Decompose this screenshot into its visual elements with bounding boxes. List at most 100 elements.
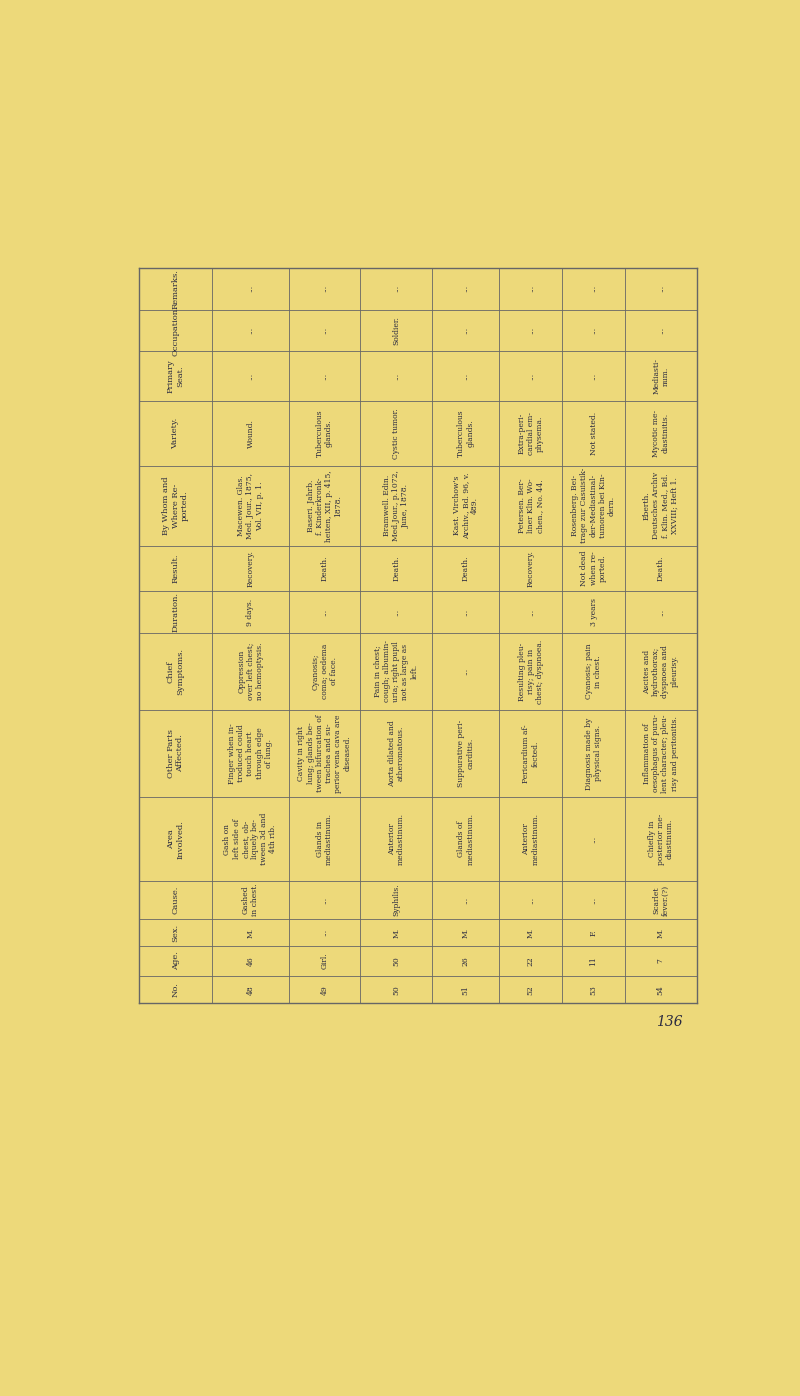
Text: Death.: Death. xyxy=(392,556,400,581)
Text: Finger when in-
troduced could
touch heart
through edge
of lung.: Finger when in- troduced could touch hea… xyxy=(228,723,273,783)
Text: F.: F. xyxy=(590,930,598,935)
Text: Cyanosis;
coma; oedema
of face.: Cyanosis; coma; oedema of face. xyxy=(311,644,338,699)
Text: Chief
Symptoms.: Chief Symptoms. xyxy=(167,648,184,695)
Text: Not dead
when re-
ported.: Not dead when re- ported. xyxy=(580,551,606,586)
Text: Recovery.: Recovery. xyxy=(527,550,535,588)
Text: Variety.: Variety. xyxy=(171,417,179,450)
Text: Death.: Death. xyxy=(657,556,665,581)
Text: Syphilis.: Syphilis. xyxy=(392,884,400,916)
Text: Primary
Seat.: Primary Seat. xyxy=(167,359,184,394)
Text: ...: ... xyxy=(321,896,329,903)
Text: Recovery.: Recovery. xyxy=(246,550,254,588)
Text: ...: ... xyxy=(590,836,598,843)
Text: Area
Involved.: Area Involved. xyxy=(167,819,184,859)
Text: 53: 53 xyxy=(590,984,598,994)
Text: Rosenberg. Bei-
trage zur Casuistik-
der-Mediastinal-
tumoren bei Kin-
dern.: Rosenberg. Bei- trage zur Casuistik- der… xyxy=(571,468,616,543)
Text: ...: ... xyxy=(527,285,535,292)
Text: Cavity in right
lung; glands be-
tween bifurcation of
trachea and su-
perior ven: Cavity in right lung; glands be- tween b… xyxy=(298,715,351,793)
Text: Oppression
over left chest;
no hemoptysis.: Oppression over left chest; no hemoptysi… xyxy=(238,642,264,701)
Text: Gashed
in chest.: Gashed in chest. xyxy=(242,884,259,916)
Text: ...: ... xyxy=(462,327,470,334)
Text: By Whom and
Where Re-
ported.: By Whom and Where Re- ported. xyxy=(162,476,189,535)
Text: ...: ... xyxy=(462,667,470,676)
Text: 50: 50 xyxy=(392,956,400,966)
Text: Kast. Virchow's
Archiv., Bd. 96, v.
489.: Kast. Virchow's Archiv., Bd. 96, v. 489. xyxy=(453,472,479,539)
Text: Eberth.
Deutsches Archiv
f. Klin. Med., Bd.
XXVIII; Heft 1.: Eberth. Deutsches Archiv f. Klin. Med., … xyxy=(643,472,678,539)
Text: No.: No. xyxy=(171,983,179,997)
Text: M.: M. xyxy=(246,927,254,938)
Text: Tuberculous
glands.: Tuberculous glands. xyxy=(316,409,333,456)
Text: Remarks.: Remarks. xyxy=(171,268,179,309)
Text: ...: ... xyxy=(527,896,535,903)
Text: Inflammation of
oesophagus of puru-
lent character; pleu-
risy and peritonitis.: Inflammation of oesophagus of puru- lent… xyxy=(643,715,678,793)
Text: ...: ... xyxy=(590,896,598,903)
Text: Anterior
mediastinum.: Anterior mediastinum. xyxy=(522,812,539,866)
Text: 26: 26 xyxy=(462,956,470,966)
Text: M.: M. xyxy=(527,927,535,938)
Text: Soldier.: Soldier. xyxy=(392,315,400,345)
Text: Cause.: Cause. xyxy=(171,886,179,914)
Text: 136: 136 xyxy=(656,1015,683,1029)
Text: ...: ... xyxy=(392,373,400,380)
Text: ...: ... xyxy=(527,609,535,616)
Text: 7: 7 xyxy=(657,959,665,963)
Text: 49: 49 xyxy=(321,984,329,994)
Text: ...: ... xyxy=(462,285,470,292)
Text: 9 days.: 9 days. xyxy=(246,599,254,625)
Text: ...: ... xyxy=(590,285,598,292)
Text: Death.: Death. xyxy=(462,556,470,581)
Text: Wound.: Wound. xyxy=(246,419,254,448)
Text: Pericardium af-
fected.: Pericardium af- fected. xyxy=(522,725,539,783)
Text: Extra-peri-
cardial em-
physema.: Extra-peri- cardial em- physema. xyxy=(518,412,544,455)
Text: ...: ... xyxy=(462,896,470,903)
Text: Macewen. Glas.
Med. Jour., 1875,
Vol. VII, p. 1.: Macewen. Glas. Med. Jour., 1875, Vol. VI… xyxy=(238,473,264,539)
Text: Scarlet
fever.(?): Scarlet fever.(?) xyxy=(652,885,670,916)
Text: Suppurative peri-
carditis.: Suppurative peri- carditis. xyxy=(457,720,474,787)
Text: Tuberculous
glands.: Tuberculous glands. xyxy=(457,409,474,456)
Text: M.: M. xyxy=(462,927,470,938)
Text: Duration.: Duration. xyxy=(171,592,179,632)
Text: Sex.: Sex. xyxy=(171,923,179,941)
Text: Girl.: Girl. xyxy=(321,952,329,969)
Text: Anterior
mediastinum.: Anterior mediastinum. xyxy=(388,812,405,866)
Text: Aorta dilated and
atheromatous.: Aorta dilated and atheromatous. xyxy=(388,720,405,787)
Text: ...: ... xyxy=(462,373,470,380)
Text: Age.: Age. xyxy=(171,952,179,970)
Text: Resulting pleu-
risy; pain in
chest; dyspnoea.: Resulting pleu- risy; pain in chest; dys… xyxy=(518,639,544,704)
Text: ...: ... xyxy=(321,928,329,937)
Text: ...: ... xyxy=(321,285,329,292)
Text: 50: 50 xyxy=(392,984,400,994)
Text: Occupation.: Occupation. xyxy=(171,306,179,356)
Text: ...: ... xyxy=(527,327,535,334)
Text: ...: ... xyxy=(657,327,665,334)
Text: M.: M. xyxy=(657,927,665,938)
Text: 22: 22 xyxy=(527,956,535,966)
Text: Glands in
mediastinum.: Glands in mediastinum. xyxy=(316,812,333,866)
Text: Result.: Result. xyxy=(171,554,179,584)
Text: 48: 48 xyxy=(246,984,254,994)
Text: Ascites and
hydrothorax;
dyspnoea and
pleurisy.: Ascites and hydrothorax; dyspnoea and pl… xyxy=(643,645,678,698)
Text: ...: ... xyxy=(590,373,598,380)
Text: Death.: Death. xyxy=(321,556,329,581)
Text: 3 years: 3 years xyxy=(590,599,598,627)
Text: ...: ... xyxy=(392,285,400,292)
Text: 52: 52 xyxy=(527,984,535,994)
Text: ...: ... xyxy=(657,285,665,292)
Bar xyxy=(138,268,697,1002)
Text: Glands of
mediastinum.: Glands of mediastinum. xyxy=(457,812,474,866)
Text: Not stated.: Not stated. xyxy=(590,412,598,455)
Text: Petersen. Ber-
liner Klin. Wo-
chen., No. 44.: Petersen. Ber- liner Klin. Wo- chen., No… xyxy=(518,479,544,533)
Text: Bramwell. Edin.
Med.Jour., p.1072,
June, 1878.: Bramwell. Edin. Med.Jour., p.1072, June,… xyxy=(383,470,410,542)
Text: 11: 11 xyxy=(590,956,598,966)
Text: 46: 46 xyxy=(246,956,254,966)
Text: ...: ... xyxy=(657,609,665,616)
Text: ...: ... xyxy=(321,327,329,334)
Text: Mediasti-
num.: Mediasti- num. xyxy=(652,359,670,394)
Text: ...: ... xyxy=(527,373,535,380)
Text: Baseri. Jahrb.
f. Kinderkronk-
heiten, XII, p. 415,
1878.: Baseri. Jahrb. f. Kinderkronk- heiten, X… xyxy=(306,470,342,542)
Text: Chiefly in
posterior me-
diastinum.: Chiefly in posterior me- diastinum. xyxy=(648,814,674,866)
Text: 51: 51 xyxy=(462,984,470,994)
Text: Diagnosis made by
physical signs.: Diagnosis made by physical signs. xyxy=(585,718,602,790)
Text: ...: ... xyxy=(246,373,254,380)
Text: ...: ... xyxy=(246,327,254,334)
